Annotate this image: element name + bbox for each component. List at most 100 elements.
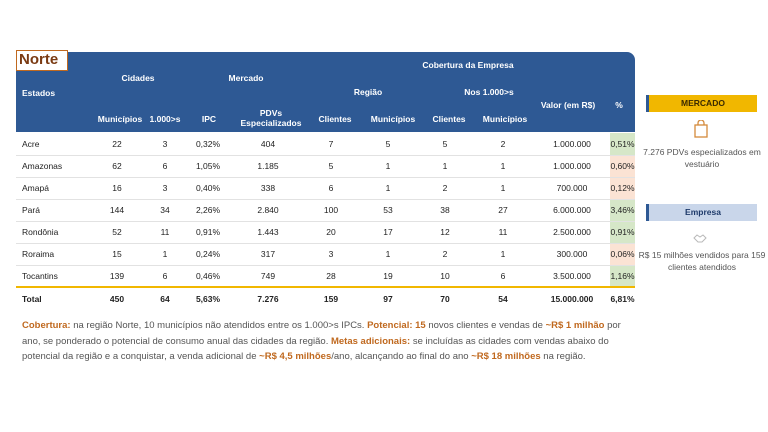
header-estados: Estados xyxy=(22,88,56,98)
total-cell: 450 xyxy=(88,286,146,309)
total-cell: 54 xyxy=(472,286,534,309)
table-cell: 317 xyxy=(232,243,304,266)
table-cell: 3.500.000 xyxy=(534,265,610,288)
table-cell: 100 xyxy=(304,199,358,222)
table-cell: 20 xyxy=(304,221,358,244)
note-highlight: ~R$ 18 milhões xyxy=(471,351,541,362)
table-cell: 28 xyxy=(304,265,358,288)
table-cell: 1 xyxy=(358,243,418,266)
empresa-label: Empresa xyxy=(646,204,757,221)
header-regiao: Região xyxy=(353,87,383,97)
table-cell: 15 xyxy=(88,243,146,266)
note-text: na região. xyxy=(540,351,586,362)
shopping-bag-icon xyxy=(694,120,708,138)
header-mercado: Mercado xyxy=(228,73,264,83)
summary-note: Cobertura: na região Norte, 10 município… xyxy=(22,318,632,365)
table-cell: 0,60% xyxy=(610,155,635,178)
header-1000: 1.000>s xyxy=(149,114,181,124)
table-header: Estados Cidades Mercado Cobertura da Emp… xyxy=(16,52,635,132)
total-cell: 7.276 xyxy=(232,286,304,309)
note-text: por ano, se ponderado o potencial de con… xyxy=(22,320,621,347)
note-highlight: ~R$ 4,5 milhões xyxy=(259,351,332,362)
table-cell: 19 xyxy=(358,265,418,288)
table-cell: 3,46% xyxy=(610,199,635,222)
table-cell: 5 xyxy=(418,133,472,156)
state-name: Roraima xyxy=(16,243,88,266)
note-text: se incluídas as cidades com vendas abaix… xyxy=(22,335,609,363)
table-cell: 1.185 xyxy=(232,155,304,178)
table-cell: 6 xyxy=(472,265,534,288)
state-name: Rondônia xyxy=(16,221,88,244)
note-potencial: Potencial: 15 xyxy=(367,320,426,331)
state-name: Amapá xyxy=(16,177,88,200)
handshake-icon xyxy=(693,234,707,243)
state-name: Pará xyxy=(16,199,88,222)
header-municipios: Municípios xyxy=(97,114,143,124)
header-ipc: IPC xyxy=(201,114,217,124)
table-cell: 1 xyxy=(146,243,184,266)
total-cell: 5,63% xyxy=(184,286,232,309)
table-cell: 0,12% xyxy=(610,177,635,200)
table-cell: 1,05% xyxy=(184,155,232,178)
total-label: Total xyxy=(16,286,88,309)
table-cell: 749 xyxy=(232,265,304,288)
table-cell: 0,32% xyxy=(184,133,232,156)
table-cell: 0,24% xyxy=(184,243,232,266)
header-clientes-1000: Clientes xyxy=(432,114,466,124)
table-cell: 2 xyxy=(472,133,534,156)
table-cell: 5 xyxy=(358,133,418,156)
table-cell: 38 xyxy=(418,199,472,222)
table-cell: 300.000 xyxy=(534,243,610,266)
table-cell: 2 xyxy=(418,177,472,200)
table-cell: 1 xyxy=(472,243,534,266)
empresa-text: R$ 15 milhões vendidos para 159 clientes… xyxy=(638,250,766,272)
total-row: Total 450 64 5,63% 7.276 159 97 70 54 15.000.000 6… xyxy=(16,286,635,309)
table-cell: 1.000.000 xyxy=(534,155,610,178)
state-name: Tocantins xyxy=(16,265,88,288)
table-cell: 1 xyxy=(358,177,418,200)
table-cell: 11 xyxy=(472,221,534,244)
table-cell: 5 xyxy=(304,155,358,178)
note-highlight: ~R$ 1 milhão xyxy=(545,320,605,331)
note-cobertura: Cobertura: xyxy=(22,320,71,331)
table-cell: 6 xyxy=(146,265,184,288)
table-cell: 1,16% xyxy=(610,265,635,288)
header-pdvs: PDVs Especializados xyxy=(240,108,302,128)
table-cell: 12 xyxy=(418,221,472,244)
header-municipios-regiao: Municípios xyxy=(370,114,416,124)
note-text: novos clientes e vendas de xyxy=(425,320,546,331)
table-cell: 1.000.000 xyxy=(534,133,610,156)
table-cell: 3 xyxy=(146,133,184,156)
table-cell: 1 xyxy=(418,155,472,178)
table-cell: 0,46% xyxy=(184,265,232,288)
table-cell: 16 xyxy=(88,177,146,200)
header-municipios-1000: Municípios xyxy=(482,114,528,124)
table-row: Amazonas 62 6 1,05% 1.185 5 1 1 1 1.000.000 0,60% xyxy=(16,155,635,178)
table-cell: 7 xyxy=(304,133,358,156)
table-cell: 2,26% xyxy=(184,199,232,222)
table-cell: 62 xyxy=(88,155,146,178)
total-cell: 64 xyxy=(146,286,184,309)
table-cell: 1.443 xyxy=(232,221,304,244)
table-cell: 22 xyxy=(88,133,146,156)
data-table: Acre 22 3 0,32% 404 7 5 5 2 1.000.000 0,51% Amazona… xyxy=(16,133,635,309)
table-cell: 3 xyxy=(146,177,184,200)
header-clientes: Clientes xyxy=(318,114,352,124)
total-cell: 70 xyxy=(418,286,472,309)
header-valor: Valor (em R$) xyxy=(540,100,596,110)
table-cell: 404 xyxy=(232,133,304,156)
table-cell: 3 xyxy=(304,243,358,266)
state-name: Amazonas xyxy=(16,155,88,178)
table-cell: 6 xyxy=(146,155,184,178)
table-cell: 0,91% xyxy=(184,221,232,244)
table-cell: 0,51% xyxy=(610,133,635,156)
note-text: na região Norte, 10 municípios não atend… xyxy=(70,320,368,331)
table-row: Tocantins 139 6 0,46% 749 28 19 10 6 3.500.000 1,1… xyxy=(16,265,635,288)
region-title: Norte xyxy=(16,50,68,71)
table-cell: 6 xyxy=(304,177,358,200)
table-cell: 27 xyxy=(472,199,534,222)
table-row: Rondônia 52 11 0,91% 1.443 20 17 12 11 2.500.000 0… xyxy=(16,221,635,244)
mercado-text: 7.276 PDVs especializados em vestuário xyxy=(643,147,761,169)
total-cell: 97 xyxy=(358,286,418,309)
table-cell: 10 xyxy=(418,265,472,288)
